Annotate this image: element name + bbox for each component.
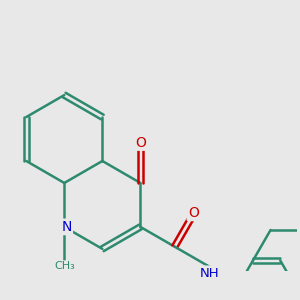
Text: N: N xyxy=(61,220,72,234)
Text: O: O xyxy=(135,136,146,149)
Text: NH: NH xyxy=(200,267,219,280)
Text: O: O xyxy=(188,206,199,220)
Text: CH₃: CH₃ xyxy=(54,262,75,272)
